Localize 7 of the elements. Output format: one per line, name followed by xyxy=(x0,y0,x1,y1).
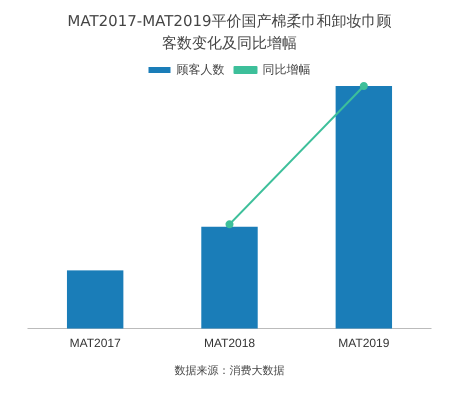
x-tick-label: MAT2018 xyxy=(204,336,256,350)
x-tick-label: MAT2017 xyxy=(70,336,122,350)
chart-title: MAT2017-MAT2019平价国产棉柔巾和卸妆巾顾客数变化及同比增幅 xyxy=(66,11,393,54)
x-tick-label: MAT2019 xyxy=(338,336,390,350)
legend-label: 顾客人数 xyxy=(176,62,224,76)
source-note: 数据来源：消费大数据 xyxy=(174,363,286,378)
legend-label: 同比增幅 xyxy=(262,62,310,76)
